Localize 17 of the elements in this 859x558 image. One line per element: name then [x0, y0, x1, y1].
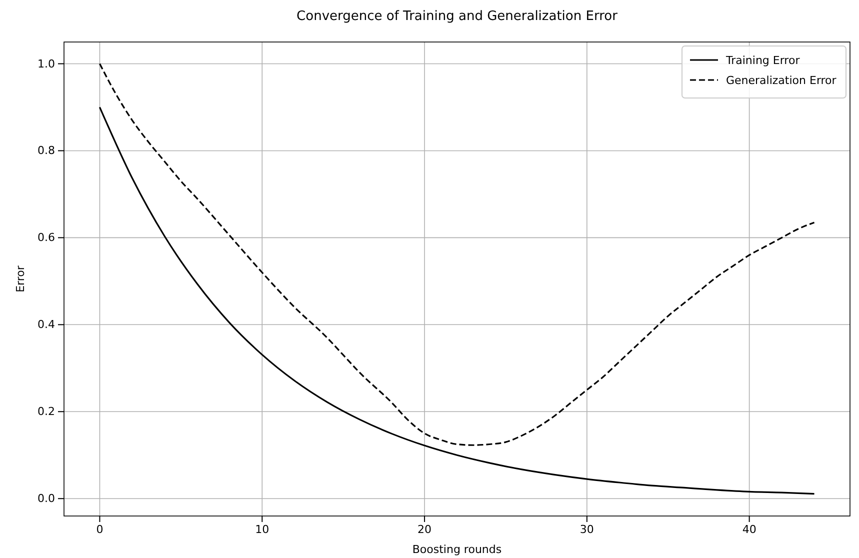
x-axis-title: Boosting rounds	[412, 543, 502, 556]
y-tick-label: 0.0	[38, 492, 55, 506]
y-tick-label: 0.4	[38, 318, 55, 332]
x-tick-label: 10	[255, 522, 270, 536]
x-tick-label: 30	[580, 522, 594, 536]
y-tick-label: 0.2	[38, 405, 55, 418]
line-series	[98, 106, 816, 495]
chart-title: Convergence of Training and Generalization Error	[296, 9, 618, 24]
y-axis-title: Error	[14, 265, 27, 292]
y-tick-label: 0.6	[38, 231, 55, 244]
x-tick-label: 0	[96, 522, 104, 536]
legend-label: Generalization Error	[726, 74, 837, 87]
legend-label: Training Error	[725, 54, 800, 67]
y-tick-label: 0.8	[38, 144, 55, 158]
y-tick-label: 1.0	[38, 57, 55, 70]
x-tick-label: 40	[742, 522, 756, 536]
x-tick-label: 20	[418, 522, 432, 536]
